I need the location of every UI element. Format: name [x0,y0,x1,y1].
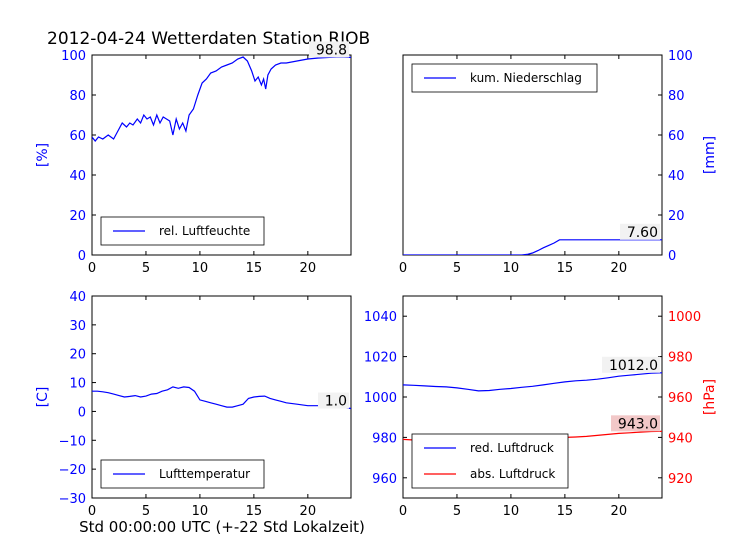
x-tick-label: 15 [557,504,574,519]
panel-top-left: 0 5 10 15 20 0 20 40 60 80 100 [%] rel. Luftfeuchte 9… [35,41,352,276]
legend: kum. Niederschlag [411,63,598,93]
plot-frame [91,54,352,256]
series-line-kum-niederschlag [403,239,662,255]
x-tick-label: 10 [192,504,209,519]
last-value-annotation-right-bg [611,415,660,432]
last-value-annotation-bg [309,41,349,58]
y-tick-label: −30 [59,492,86,507]
x-tick-label: 0 [88,261,96,276]
y-tick-label: −10 [59,434,86,449]
x-tick-label: 15 [246,261,263,276]
last-value-annotation-left: 1012.0 [609,358,658,374]
y-tick-label-right: 960 [668,391,693,406]
y-tick-label: 960 [372,472,397,487]
series-line-red-luftdruck [403,372,662,392]
y-axis-label: [hPa] [702,379,718,415]
y-tick-label-right: 100 [668,49,693,64]
last-value-annotation: 7.60 [627,225,658,241]
y-tick-label-right: 940 [668,431,693,446]
panel-bottom-right: 0 5 10 15 20 960 980 1000 1020 1040 920 940 960 980 10… [364,295,718,519]
last-value-annotation-left-bg [602,356,660,373]
legend: Lufttemperatur [100,459,265,489]
x-tick-label: 15 [246,504,263,519]
y-tick-label: 1020 [364,351,397,366]
y-axis-label: [mm] [702,136,718,174]
x-tick-label: 20 [611,504,628,519]
x-tick-label: 20 [300,504,317,519]
y-tick-label: 20 [69,209,86,224]
y-tick-label: 10 [69,377,86,392]
legend: red. Luftdruck abs. Luftdruck [411,433,569,489]
x-tick-label: 0 [399,504,407,519]
legend-label: abs. Luftdruck [470,467,555,481]
y-tick-label: 0 [78,405,86,420]
y-tick-label: 40 [69,290,86,305]
plot-frame [91,295,352,499]
series-line-lufttemperatur [92,386,351,410]
x-tick-label: 0 [88,504,96,519]
y-tick-label: 100 [61,49,86,64]
legend: rel. Luftfeuchte [100,216,265,246]
y-tick-label: 1000 [364,391,397,406]
legend-label: kum. Niederschlag [470,71,582,85]
y-tick-label: 980 [372,431,397,446]
legend-label: Lufttemperatur [159,467,250,481]
x-tick-label: 5 [453,261,461,276]
y-tick-label-right: 60 [668,129,685,144]
legend-box [411,433,569,489]
figure-footer-xlabel: Std 00:00:00 UTC (+-22 Std Lokalzeit) [79,518,365,536]
x-tick-label: 5 [453,504,461,519]
last-value-annotation: 98.8 [316,42,347,58]
y-tick-label: 40 [69,169,86,184]
last-value-annotation-bg [620,223,660,240]
y-tick-label: 20 [69,348,86,363]
figure-title: 2012-04-24 Wetterdaten Station RJOB [47,29,370,49]
y-tick-label-right: 920 [668,472,693,487]
x-tick-label: 5 [142,504,150,519]
x-tick-label: 20 [300,261,317,276]
y-tick-label: 60 [69,129,86,144]
last-value-annotation-right: 943.0 [618,416,658,432]
legend-label: red. Luftdruck [470,441,554,455]
x-tick-label: 10 [503,504,520,519]
x-tick-label: 20 [611,261,628,276]
panel-bottom-left: 0 5 10 15 20 −30 −20 −10 0 10 20 30 40 [C] Lufttempera… [35,290,352,519]
y-tick-label: 0 [78,249,86,264]
x-tick-label: 10 [192,261,209,276]
y-tick-label-right: 0 [668,249,676,264]
y-tick-label: 1040 [364,310,397,325]
x-tick-label: 0 [399,261,407,276]
plot-frame [402,54,663,256]
y-tick-label-right: 80 [668,89,685,104]
y-tick-label-right: 980 [668,351,693,366]
panel-top-right: 0 5 10 15 20 0 20 40 60 80 100 [mm] kum. Niederschla… [399,49,718,276]
y-tick-label-right: 40 [668,169,685,184]
x-tick-label: 15 [557,261,574,276]
y-tick-label-right: 20 [668,209,685,224]
y-tick-label: 80 [69,89,86,104]
legend-label: rel. Luftfeuchte [159,224,250,238]
x-tick-label: 5 [142,261,150,276]
y-axis-label: [%] [35,143,51,167]
y-tick-label: −20 [59,463,86,478]
y-tick-label-right: 1000 [668,310,701,325]
series-line-rel-luftfeuchte [92,56,351,142]
last-value-annotation: 1.0 [325,394,347,410]
y-tick-label: 30 [69,319,86,334]
x-tick-label: 10 [503,261,520,276]
y-axis-label: [C] [35,387,51,408]
last-value-annotation-bg [318,392,349,409]
